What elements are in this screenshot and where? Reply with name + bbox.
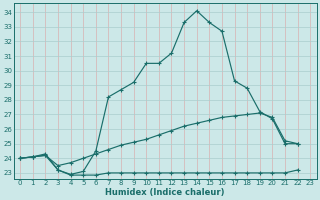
X-axis label: Humidex (Indice chaleur): Humidex (Indice chaleur) [106, 188, 225, 197]
